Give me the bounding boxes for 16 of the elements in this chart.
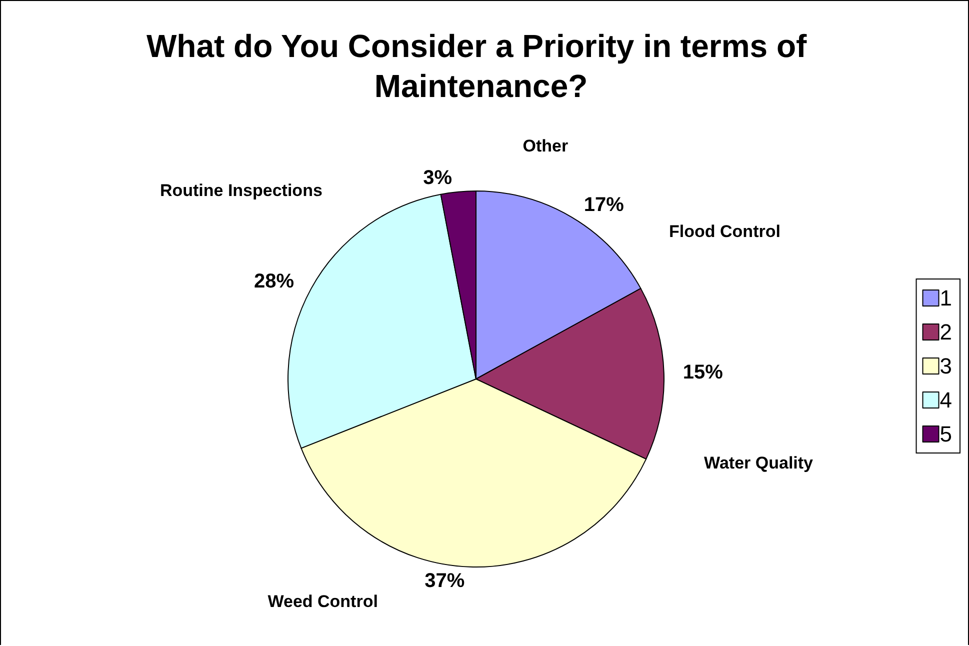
data-label: 37% [424,570,465,592]
chart-title: What do You Consider a Priority in terms of Maintenance? [146,28,816,104]
legend-label: 4 [940,388,952,412]
data-label: 17% [584,194,624,216]
legend-label: 2 [940,320,952,344]
legend-label: 5 [940,422,952,446]
text: Water Quality [704,453,814,472]
data-label: 28% [254,270,294,293]
text: Other [522,136,568,156]
text: Routine Inspections [160,181,322,200]
data-label: 15% [682,362,724,384]
text: Weed Control [268,592,378,611]
legend-label: 3 [940,354,952,378]
data-label: 3% [423,166,452,189]
legend-label: 1 [940,286,952,310]
text: Flood Control [669,222,780,241]
